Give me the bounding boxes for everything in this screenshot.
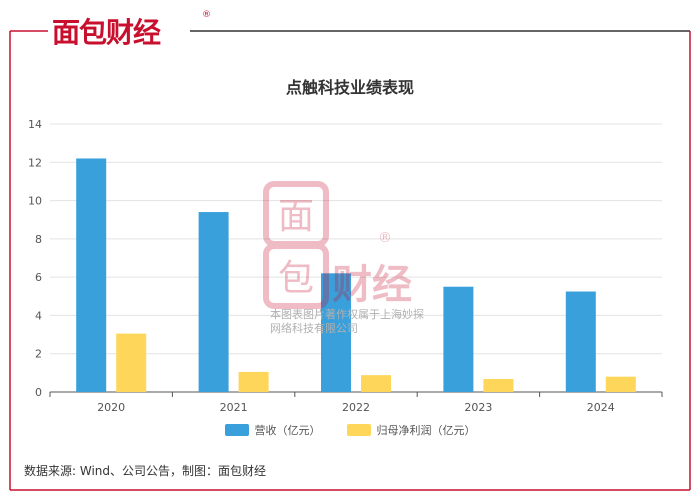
x-tick-label: 2020 bbox=[97, 401, 125, 414]
chart-legend: 营收（亿元） 归母净利润（亿元） bbox=[0, 422, 700, 438]
bar-profit[interactable] bbox=[116, 333, 147, 392]
legend-label-profit: 归母净利润（亿元） bbox=[376, 424, 476, 437]
watermark-line-1: 本图表图片著作权属于上海妙探 bbox=[270, 308, 424, 321]
y-tick-label: 10 bbox=[28, 195, 42, 208]
y-tick-label: 14 bbox=[28, 118, 42, 131]
bar-revenue[interactable] bbox=[565, 291, 596, 393]
legend-item-profit[interactable]: 归母净利润（亿元） bbox=[346, 422, 476, 438]
x-tick-label: 2022 bbox=[342, 401, 370, 414]
y-tick-label: 2 bbox=[35, 348, 42, 361]
x-tick-label: 2021 bbox=[220, 401, 248, 414]
x-tick-label: 2023 bbox=[464, 401, 492, 414]
brand-name: 面包财经 bbox=[52, 16, 161, 49]
y-tick-label: 6 bbox=[35, 271, 42, 284]
bar-revenue[interactable] bbox=[443, 286, 474, 392]
watermark-line-2: 网络科技有限公司 bbox=[270, 322, 358, 335]
bar-revenue[interactable] bbox=[321, 273, 351, 392]
bar-revenue[interactable] bbox=[198, 212, 229, 392]
brand-logo: 面包财经 ® bbox=[52, 10, 211, 49]
legend-swatch-revenue bbox=[224, 424, 249, 436]
legend-swatch-profit bbox=[346, 424, 371, 436]
legend-item-revenue[interactable]: 营收（亿元） bbox=[224, 422, 321, 438]
y-tick-label: 8 bbox=[35, 233, 42, 246]
bar-profit[interactable] bbox=[361, 375, 391, 392]
y-tick-label: 0 bbox=[35, 386, 42, 399]
bar-profit[interactable] bbox=[238, 371, 269, 392]
bar-profit[interactable] bbox=[605, 376, 636, 392]
y-tick-label: 12 bbox=[28, 156, 42, 169]
legend-label-revenue: 营收（亿元） bbox=[254, 424, 321, 437]
registered-mark: ® bbox=[202, 10, 211, 20]
chart-title: 点触科技业绩表现 bbox=[285, 78, 414, 97]
y-tick-label: 4 bbox=[35, 309, 42, 322]
bar-revenue[interactable] bbox=[76, 158, 107, 392]
bar-profit[interactable] bbox=[483, 378, 514, 392]
source-note: 数据来源: Wind、公司公告，制图：面包财经 bbox=[24, 464, 267, 478]
x-tick-label: 2024 bbox=[587, 401, 615, 414]
